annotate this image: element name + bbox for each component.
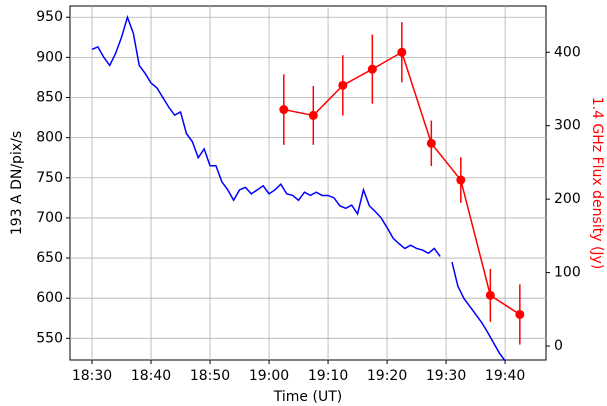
- y2-tick-label: 300: [554, 118, 581, 134]
- data-point: [485, 290, 495, 300]
- y-tick-label: 700: [36, 210, 63, 226]
- data-point: [397, 47, 407, 57]
- y-tick-label: 800: [36, 130, 63, 146]
- y2-tick-label: 200: [554, 191, 581, 207]
- y-tick-label: 900: [36, 49, 63, 65]
- y-tick-label: 550: [36, 330, 63, 346]
- y2-tick-label: 100: [554, 265, 581, 281]
- data-point: [367, 64, 377, 74]
- data-point: [456, 175, 466, 185]
- y-axis-label: 193 A DN/pix/s: [9, 131, 25, 235]
- y-tick-label: 950: [36, 9, 63, 25]
- x-tick-label: 19:20: [367, 368, 407, 384]
- data-line: [91, 14, 506, 362]
- x-tick-label: 18:30: [72, 368, 112, 384]
- data-point: [308, 110, 318, 120]
- data-point: [338, 80, 348, 90]
- y2-tick-label: 400: [554, 44, 581, 60]
- x-tick-label: 19:00: [249, 368, 289, 384]
- x-tick-label: 19:10: [308, 368, 348, 384]
- y-tick-label: 650: [36, 250, 63, 266]
- x-tick-label: 18:50: [190, 368, 230, 384]
- x-tick-label: 19:30: [426, 368, 466, 384]
- data-point: [279, 105, 289, 115]
- data-point: [515, 309, 525, 319]
- plot-frame: [69, 5, 547, 361]
- y-tick-label: 750: [36, 170, 63, 186]
- y-tick-label: 600: [36, 290, 63, 306]
- x-tick-label: 18:40: [131, 368, 171, 384]
- y-tick-label: 850: [36, 90, 63, 106]
- x-tick-label: 19:40: [485, 368, 525, 384]
- data-line: [283, 51, 521, 316]
- x-axis-label: Time (UT): [273, 389, 342, 405]
- y2-tick-label: 0: [554, 338, 563, 354]
- data-point: [426, 138, 436, 148]
- y2-axis-label: 1.4 GHz Flux density (Jy): [589, 97, 605, 270]
